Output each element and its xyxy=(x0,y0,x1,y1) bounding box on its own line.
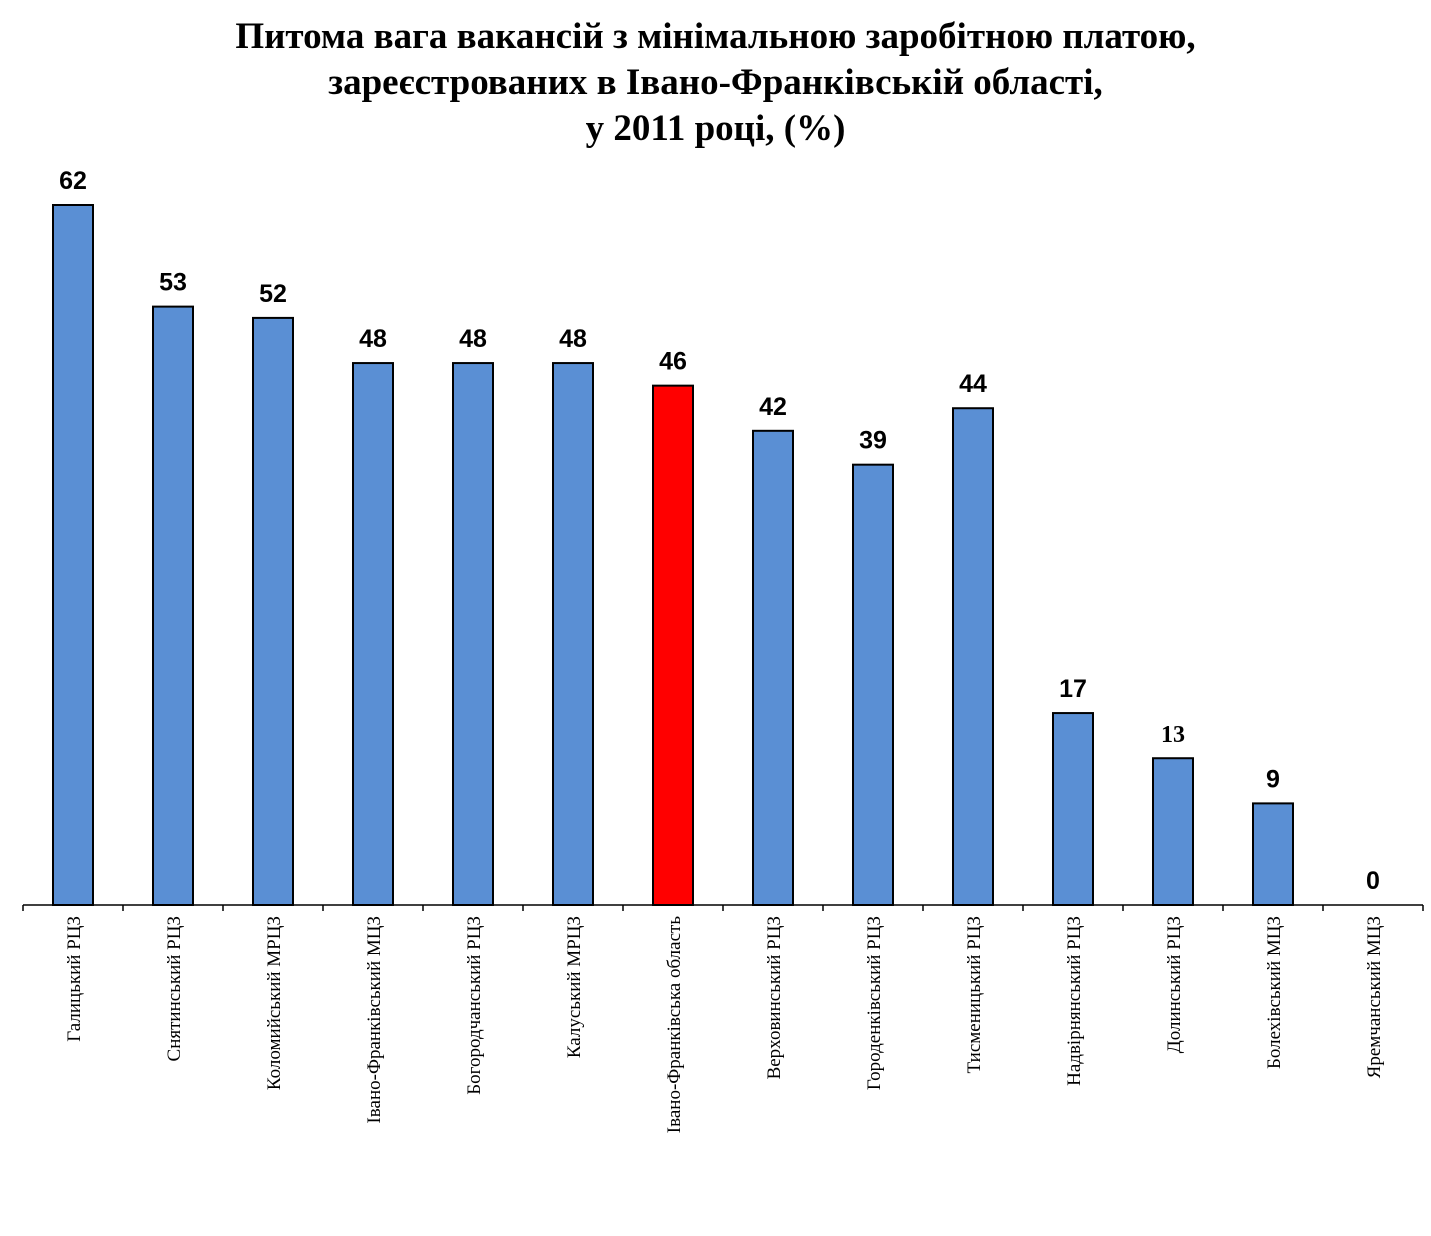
bar-9 xyxy=(852,463,894,906)
category-label-7: Івано-Франківська область xyxy=(664,916,685,1134)
category-label-12: Долинський РЦЗ xyxy=(1164,916,1185,1053)
bar-4 xyxy=(352,362,394,906)
value-label-10: 44 xyxy=(959,370,987,398)
bar-8 xyxy=(752,429,794,906)
value-label-9: 39 xyxy=(859,427,887,455)
bar-13 xyxy=(1252,802,1294,906)
value-label-3: 52 xyxy=(259,280,287,308)
chart-title-line-2: зареєстрованих в Івано-Франківській обла… xyxy=(328,62,1103,103)
value-label-6: 48 xyxy=(559,325,587,353)
category-label-11: Надвірнянський РЦЗ xyxy=(1064,916,1085,1086)
value-label-5: 48 xyxy=(459,325,487,353)
bar-10 xyxy=(952,407,994,906)
bar-2 xyxy=(152,305,194,906)
value-label-13: 9 xyxy=(1266,765,1280,793)
category-label-1: Галицький РЦЗ xyxy=(64,916,85,1042)
category-label-5: Богородчанський РЦЗ xyxy=(464,916,485,1095)
category-label-9: Городенківський РЦЗ xyxy=(864,916,885,1090)
bar-1 xyxy=(52,204,94,906)
chart-title-line-3: у 2011 році, (%) xyxy=(585,108,846,149)
value-label-2: 53 xyxy=(159,269,187,297)
bar-6 xyxy=(552,362,594,906)
bar-5 xyxy=(452,362,494,906)
category-labels-group: Галицький РЦЗ Снятинський РЦЗ Коломийський… xyxy=(64,916,1385,1134)
value-label-1: 62 xyxy=(59,167,87,195)
value-labels-group: 62 53 52 48 48 48 46 42 39 44 17 13 9 0 xyxy=(59,167,1380,895)
bars-group xyxy=(52,204,1294,907)
chart-title: Питома вага вакансій з мінімальною зароб… xyxy=(0,14,1431,152)
value-label-12: 13 xyxy=(1161,722,1185,748)
category-label-2: Снятинський РЦЗ xyxy=(164,916,185,1061)
bar-7 xyxy=(652,384,694,907)
value-label-7: 46 xyxy=(659,348,687,376)
category-label-13: Болехівський МЦЗ xyxy=(1264,916,1285,1069)
bar-12 xyxy=(1152,757,1194,907)
value-label-14: 0 xyxy=(1366,867,1380,895)
category-label-4: Івано-Франківський МЦЗ xyxy=(364,916,385,1124)
category-label-8: Верховинський РЦЗ xyxy=(764,916,785,1079)
chart-title-line-1: Питома вага вакансій з мінімальною зароб… xyxy=(235,16,1196,57)
category-label-10: Тисменицький РЦЗ xyxy=(964,916,985,1073)
value-label-11: 17 xyxy=(1059,675,1087,703)
category-label-6: Калуський МРЦЗ xyxy=(564,916,585,1058)
category-label-3: Коломийський МРЦЗ xyxy=(264,916,285,1090)
bar-3 xyxy=(252,316,294,907)
value-label-8: 42 xyxy=(759,393,787,421)
value-label-4: 48 xyxy=(359,325,387,353)
x-axis xyxy=(22,904,1424,911)
category-label-14: Яремчанський МЦЗ xyxy=(1364,916,1385,1078)
bar-11 xyxy=(1052,712,1094,906)
